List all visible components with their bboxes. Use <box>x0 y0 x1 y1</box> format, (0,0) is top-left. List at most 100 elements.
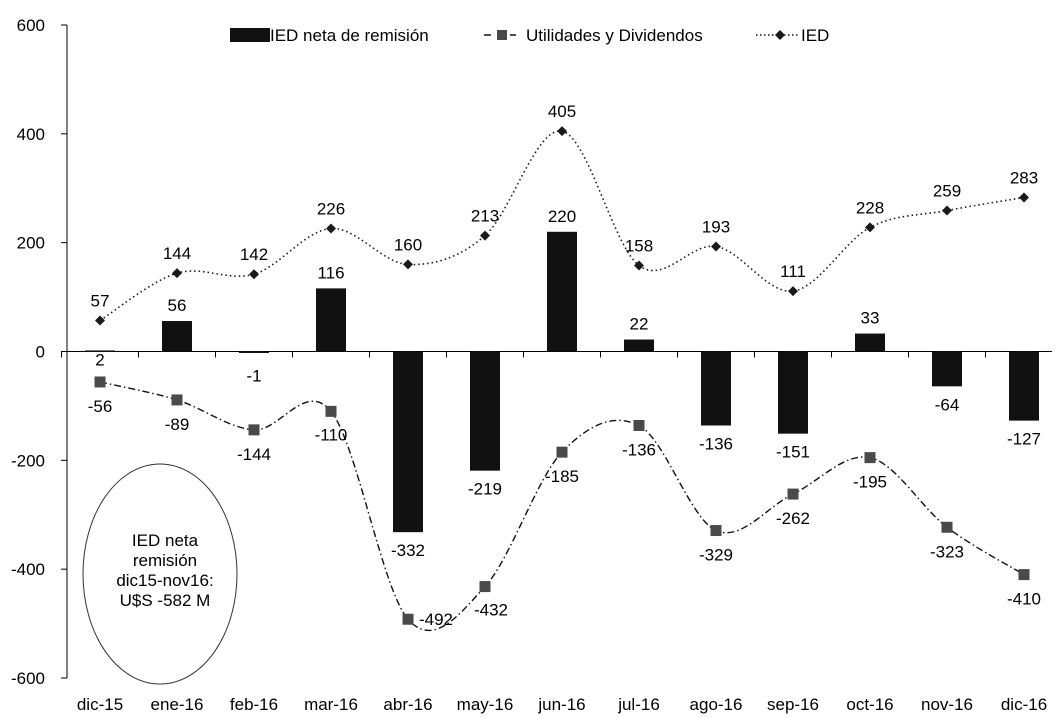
ied-marker <box>480 230 490 241</box>
legend-marker-ied <box>775 30 785 40</box>
y-tick-label: 400 <box>17 125 45 144</box>
x-tick-label: oct-16 <box>846 695 893 714</box>
utilidades-data-label: -410 <box>1007 590 1041 609</box>
utilidades-marker <box>941 521 953 533</box>
utilidades-marker <box>633 420 645 432</box>
ied-marker <box>711 241 721 252</box>
x-tick-label: ago-16 <box>690 695 743 714</box>
y-tick-label: 600 <box>17 16 45 35</box>
utilidades-marker <box>325 405 337 417</box>
bar-ied-neta <box>239 351 269 353</box>
x-tick-label: jun-16 <box>537 695 585 714</box>
utilidades-data-label: -329 <box>699 546 733 565</box>
bar-data-label: 116 <box>317 263 344 282</box>
x-tick-label: mar-16 <box>304 695 358 714</box>
bar-ied-neta <box>393 351 423 533</box>
utilidades-marker <box>787 488 799 500</box>
ied-marker <box>1019 192 1029 203</box>
legend: IED neta de remisión Utilidades y Dividen… <box>230 26 829 45</box>
ied-data-label: 213 <box>471 207 499 226</box>
bar-data-label: -127 <box>1007 430 1041 449</box>
bar-ied-neta <box>547 231 577 352</box>
legend-label-utilidades: Utilidades y Dividendos <box>526 26 703 45</box>
x-tick-label: feb-16 <box>230 695 278 714</box>
bar-data-label: -136 <box>699 435 733 454</box>
utilidades-marker <box>402 613 414 625</box>
x-tick-label: nov-16 <box>921 695 973 714</box>
bar-ied-neta <box>624 339 654 352</box>
ied-data-label: 57 <box>91 291 110 310</box>
ied-marker <box>172 268 182 279</box>
data-labels: 57 144 142 226 160 213 405 158 193 111 228 259 283 2 5… <box>88 102 1041 629</box>
ied-data-label: 259 <box>933 182 961 201</box>
x-tick-label: sep-16 <box>767 695 819 714</box>
utilidades-marker <box>479 581 491 593</box>
utilidades-line <box>99 381 1025 632</box>
utilidades-marker <box>864 452 876 464</box>
ied-data-label: 158 <box>625 237 653 256</box>
legend-label-ied-neta: IED neta de remisión <box>270 26 429 45</box>
utilidades-data-label: -492 <box>419 610 453 629</box>
ied-data-label: 144 <box>163 244 191 263</box>
ied-marker <box>326 223 336 234</box>
utilidades-marker <box>171 394 183 406</box>
ied-data-label: 405 <box>548 102 576 121</box>
utilidades-data-label: -195 <box>853 473 887 492</box>
utilidades-data-label: -262 <box>776 509 810 528</box>
bar-data-label: -64 <box>935 395 960 414</box>
ied-data-label: 228 <box>856 198 884 217</box>
ied-data-label: 193 <box>702 217 730 236</box>
annotation-text-line: remisión <box>133 551 197 570</box>
ied-marker <box>403 259 413 270</box>
utilidades-marker <box>1018 569 1030 581</box>
bar-ied-neta <box>855 333 885 352</box>
x-tick-label: jul-16 <box>617 695 660 714</box>
bar-data-label: 33 <box>861 309 880 328</box>
bar-data-label: -1 <box>246 367 261 386</box>
x-tick-label: ene-16 <box>151 695 204 714</box>
bar-data-label: 220 <box>548 207 576 226</box>
bar-data-label: 56 <box>168 296 187 315</box>
utilidades-data-label: -144 <box>237 445 271 464</box>
x-tick-label: may-16 <box>457 695 514 714</box>
ied-marker <box>95 315 105 326</box>
y-tick-label: 200 <box>17 234 45 253</box>
ied-data-label: 111 <box>780 262 806 281</box>
y-tick-label: 0 <box>36 343 45 362</box>
bar-ied-neta <box>778 351 808 434</box>
bar-ied-neta <box>470 351 500 471</box>
utilidades-data-label: -110 <box>315 425 348 444</box>
bar-data-label: 2 <box>95 351 104 370</box>
annotation-text-line: IED neta <box>132 531 199 550</box>
bar-ied-neta <box>701 351 731 426</box>
bar-ied-neta <box>932 351 962 387</box>
utilidades-marker <box>94 376 106 388</box>
bar-ied-neta <box>1009 351 1039 421</box>
ied-marker <box>634 260 644 271</box>
utilidades-data-label: -323 <box>930 542 964 561</box>
bar-data-label: -151 <box>776 443 810 462</box>
annotation-ellipse <box>82 463 238 685</box>
ied-marker <box>249 269 259 280</box>
x-tick-label: dic-15 <box>77 695 123 714</box>
bar-ied-neta <box>316 288 346 352</box>
ied-marker <box>865 222 875 233</box>
annotation-text-line: dic15-nov16: <box>116 571 213 590</box>
axes: 600 400 200 0 -200 -400 -600 dic-15 ene-16 feb-16… <box>11 16 1052 714</box>
x-tick-label: abr-16 <box>383 695 432 714</box>
ied-marker <box>557 126 567 137</box>
legend-swatch-bar <box>230 28 270 42</box>
ied-marker <box>788 286 798 297</box>
bar-data-label: -332 <box>391 541 425 560</box>
bar-ied-neta <box>85 350 115 352</box>
series-lines <box>94 126 1030 632</box>
utilidades-marker <box>556 446 568 458</box>
utilidades-marker <box>710 525 722 537</box>
bars <box>85 231 1039 533</box>
bar-ied-neta <box>162 321 192 352</box>
x-tick-label: dic-16 <box>1001 695 1047 714</box>
bar-data-label: 22 <box>630 315 649 334</box>
ied-data-label: 283 <box>1010 169 1038 188</box>
